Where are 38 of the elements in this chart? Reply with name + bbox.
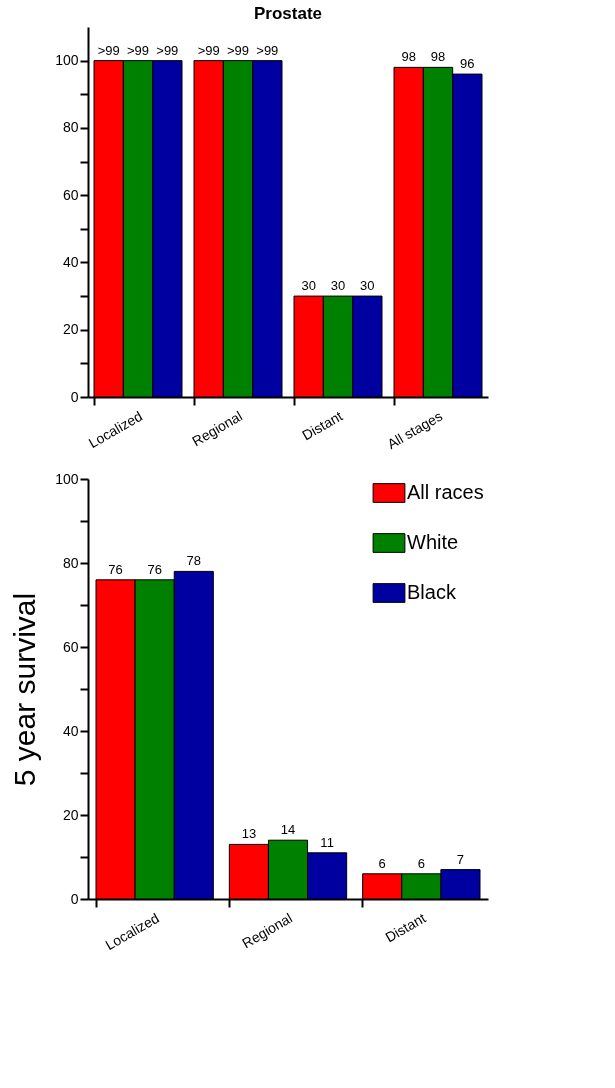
y-tick-label: 100 — [55, 52, 79, 69]
y-tick-label: 80 — [62, 119, 79, 136]
y-tick-label: 0 — [70, 890, 79, 907]
data-label: 7 — [456, 851, 465, 867]
data-label: 96 — [460, 56, 475, 72]
data-label: 78 — [186, 553, 202, 569]
y-tick-label: 20 — [62, 321, 79, 338]
data-label: >99 — [156, 42, 179, 58]
data-label: >99 — [226, 42, 250, 58]
y-tick-label: 100 — [55, 470, 79, 487]
legend-label: Black — [407, 581, 457, 603]
data-label: 30 — [360, 278, 375, 294]
data-label: 30 — [301, 278, 316, 294]
y-tick-label: 80 — [62, 554, 79, 571]
data-label: 76 — [108, 561, 123, 577]
y-tick-label: 20 — [62, 806, 79, 823]
data-label: >99 — [197, 42, 220, 58]
data-label: 76 — [147, 561, 162, 577]
data-label: >99 — [256, 42, 279, 58]
y-axis-title: 5 year survival — [8, 592, 42, 787]
data-label: 6 — [417, 855, 425, 871]
y-tick-label: 60 — [62, 638, 79, 655]
y-tick-label: 40 — [62, 722, 79, 739]
y-tick-label: 40 — [62, 253, 79, 270]
data-label: 14 — [280, 822, 296, 838]
legend-label: All races — [407, 481, 484, 503]
y-tick-label: 0 — [70, 388, 79, 405]
legend-label: White — [407, 531, 459, 553]
chart-title: Prostate — [253, 4, 323, 23]
y-tick-label: 60 — [62, 186, 79, 203]
data-label: 11 — [320, 834, 334, 850]
data-label: >99 — [97, 42, 120, 58]
data-label: >99 — [126, 42, 150, 58]
data-label: 98 — [430, 49, 446, 65]
data-label: 6 — [378, 855, 386, 871]
data-label: 13 — [241, 826, 257, 842]
data-label: 30 — [330, 278, 346, 294]
data-label: 98 — [401, 49, 416, 65]
